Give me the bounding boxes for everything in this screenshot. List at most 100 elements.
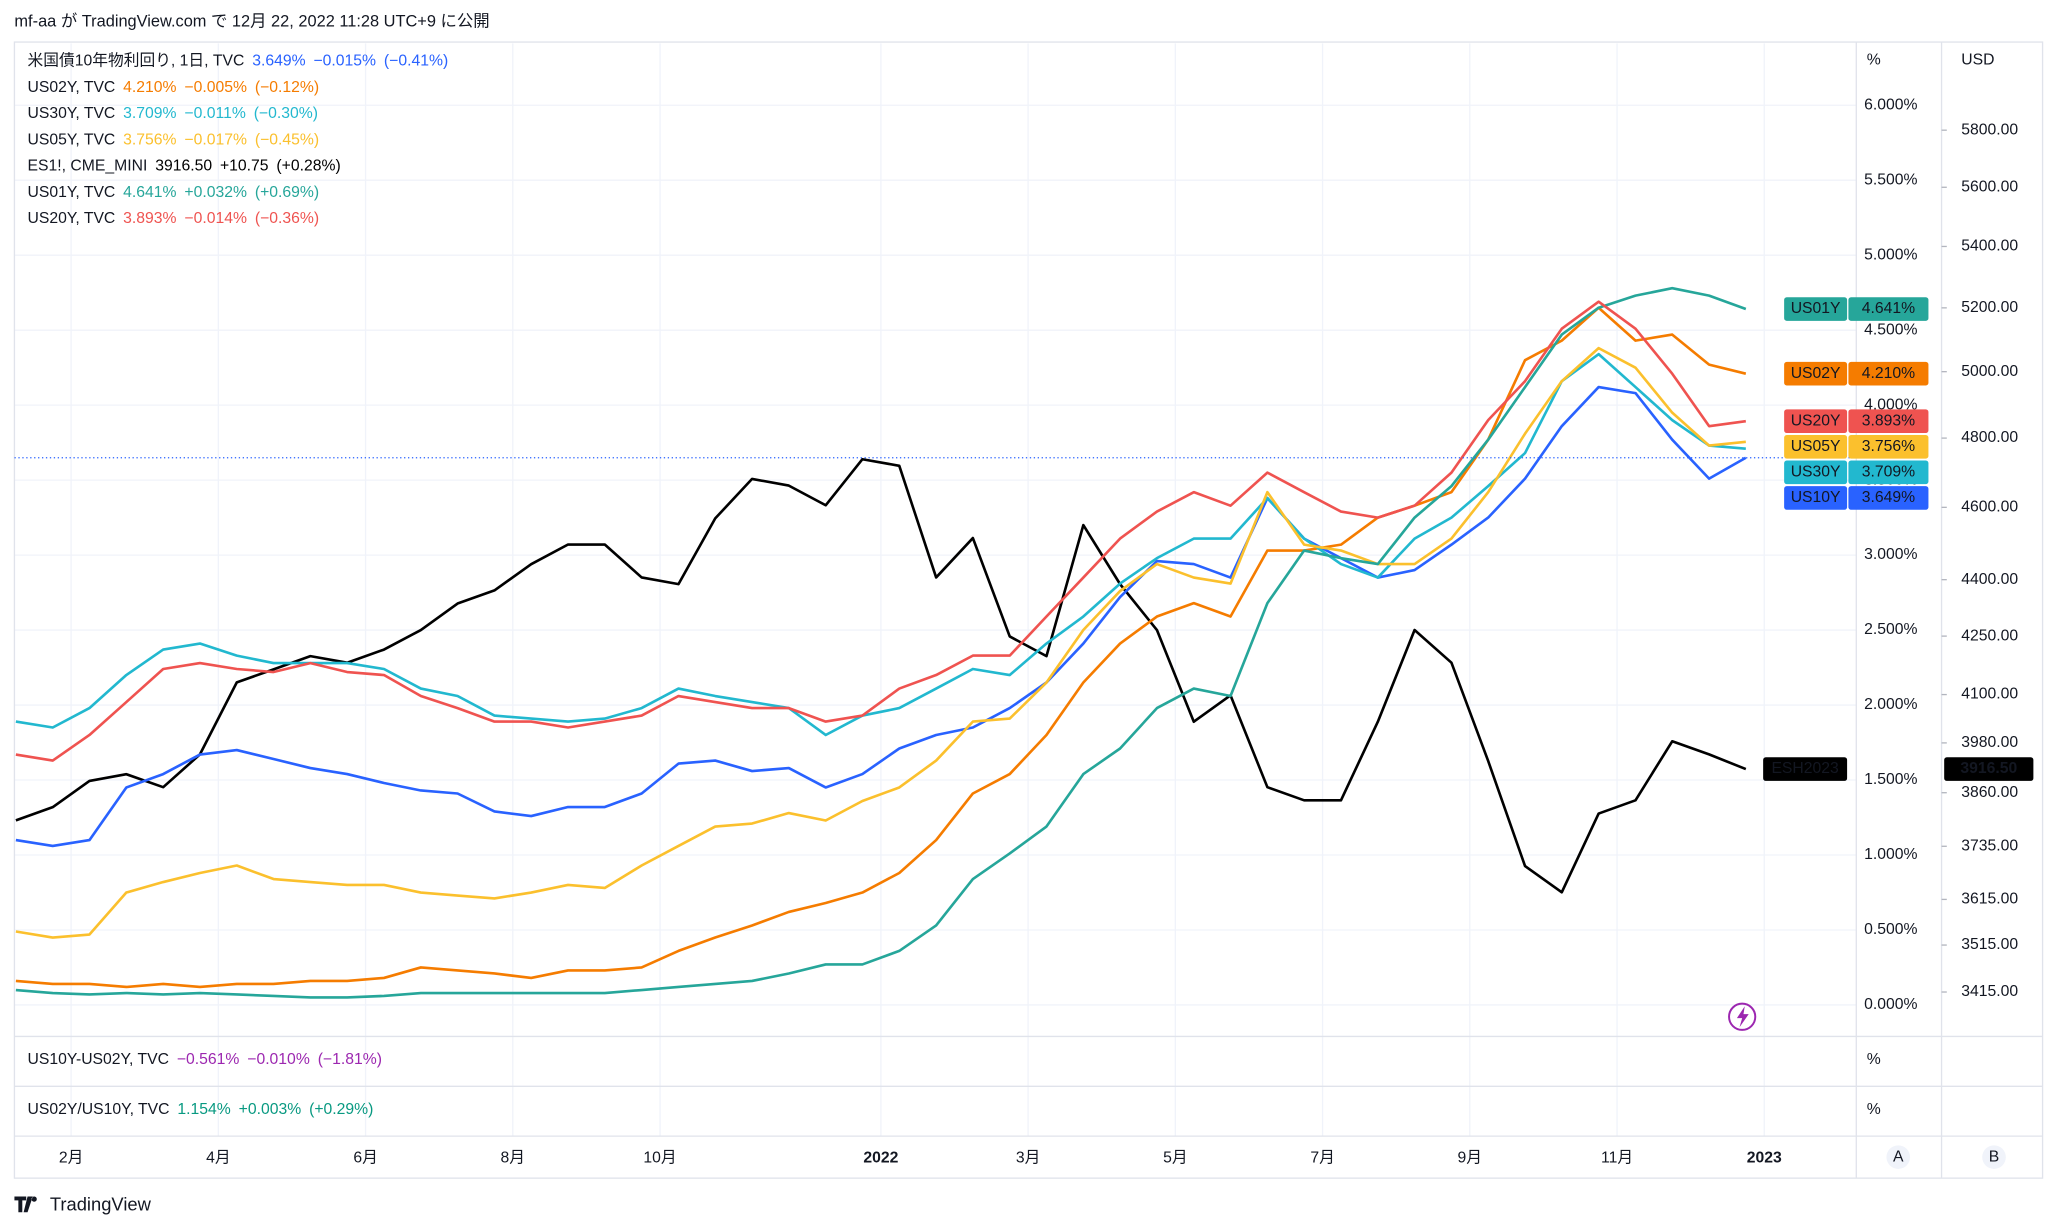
plot-area [14,286,1857,999]
legend-last-label: 3.709% [123,105,176,122]
pane-axis-label: % [1867,1101,1881,1118]
price-tag-name: US02Y [1791,365,1841,382]
legend-name: US01Y, TVC [28,184,116,201]
x-tick-label: 2023 [1747,1150,1782,1167]
y-tick-label: 0.500% [1864,921,1917,938]
legend-name: US30Y, TVC [28,105,116,122]
series-line [15,346,1746,939]
price-tag-name: US01Y [1791,300,1841,317]
price-tag-name-box [1784,486,1848,510]
x-tick-label: 2月 [59,1150,84,1167]
legend-change-pct: (−0.30%) [254,105,318,122]
pane-value: −0.561% [177,1051,240,1068]
price-tag-value: 3.756% [1862,438,1915,455]
legend-last-label: 3916.50 [155,158,212,175]
price-tag-name: US05Y [1791,438,1841,455]
legend-name: US20Y, TVC [28,210,116,227]
legend-last-label: 4.210% [123,79,176,96]
scale-button-label: A [1893,1148,1904,1165]
y2-axis-label: USD [1961,52,1994,69]
grid [14,43,1857,1137]
x-tick-label: 11月 [1601,1150,1633,1167]
price-tag-value: 3.709% [1862,464,1915,481]
x-tick-label: 3月 [1016,1150,1040,1167]
price-tag-name: US30Y [1791,464,1841,481]
footer-brand: TradingView [50,1194,152,1215]
legend-name: 米国債10年物利回り, 1日, TVC [28,52,245,70]
y2-tick-label: 5400.00 [1961,238,2018,255]
legend-last-label: 3.893% [123,210,176,227]
series-line [15,300,1747,762]
chart-frame [13,41,2044,1179]
y2-tick-label: 4800.00 [1961,429,2018,446]
x-tick-label: 5月 [1163,1150,1187,1167]
legend-change-pct: (+0.69%) [255,184,319,201]
pane-value: −0.010% [247,1051,310,1068]
scale-button-label: B [1989,1148,2000,1165]
legend-change: −0.011% [184,105,245,122]
y-axis-label: % [1867,52,1881,69]
x-tick-label: 10月 [643,1150,676,1167]
legend-entry: US05Y, TVC 3.756% −0.017% (−0.45%) [28,132,320,149]
price-tag-value-box [1848,297,1929,321]
price-tag-name-box [1784,409,1848,433]
scale-button[interactable] [1886,1145,1911,1169]
price-tag-name-box [1784,297,1848,321]
legend-entry: US01Y, TVC 4.641% +0.032% (+0.69%) [28,184,320,201]
y2-tick-label: 5600.00 [1961,178,2018,195]
price-tag-value-box [1944,757,2034,781]
price-tag-value-box [1848,460,1929,485]
y2-tick-label: 5800.00 [1961,121,2018,138]
y-tick-label: 1.000% [1864,846,1917,863]
legend-change: +10.75 [220,158,269,175]
legend-change-pct: (+0.28%) [276,158,340,175]
legend-entry: 米国債10年物利回り, 1日, TVC 3.649% −0.015% (−0.41%) [28,52,449,70]
pane-title: US10Y-US02Y, TVC [28,1051,169,1068]
price-tag-value-box [1848,486,1929,510]
y-tick-label: 3.000% [1864,546,1917,563]
series-line [15,286,1747,999]
legend-name: US05Y, TVC [28,132,116,149]
y2-tick-label: 4600.00 [1961,498,2018,515]
legend-change-pct: (−0.41%) [384,53,448,70]
legend-change: −0.005% [184,79,247,96]
pane-value: (−1.81%) [318,1051,382,1068]
series-line [15,457,1747,894]
y2-tick-label: 3515.00 [1961,936,2018,953]
y-tick-label: 4.000% [1864,396,1917,413]
pane-value: +0.003% [239,1101,302,1118]
x-tick-label: 9月 [1458,1150,1483,1167]
legend-change-pct: (−0.45%) [255,132,319,149]
series-line [15,306,1747,989]
legend-entry: ES1!, CME_MINI 3916.50 +10.75 (+0.28%) [28,158,341,175]
price-tag-name-box [1763,757,1848,781]
series-line [15,352,1746,737]
series-line [15,385,1747,848]
price-tag-name-box [1784,434,1848,459]
legend-name: US02Y, TVC [28,79,116,96]
y-tick-label: 5.000% [1864,246,1917,263]
price-tag-value: 3.649% [1862,489,1915,506]
y-tick-label: 1.500% [1864,771,1917,788]
y-tick-label: 6.000% [1864,96,1917,113]
alert-icon[interactable] [1728,1002,1757,1031]
y2-tick-label: 3980.00 [1961,734,2018,751]
pane-value: (+0.29%) [309,1101,373,1118]
price-tag-value-box [1848,361,1929,386]
y2-tick-label: 5200.00 [1961,299,2018,316]
price-tag-value: 3.893% [1862,412,1915,429]
pane-legend: US10Y-US02Y, TVC −0.561% −0.010% (−1.81%) [28,1051,382,1068]
alert-bolt [1736,1006,1749,1028]
y-tick-label: 2.500% [1864,621,1917,638]
logo-icon [14,1196,37,1213]
price-tag-value: 4.210% [1862,365,1915,382]
price-tag-name: US20Y [1791,412,1841,429]
scale-button[interactable] [1982,1145,2006,1169]
x-tick-label: 8月 [501,1150,526,1167]
legend-entry: US02Y, TVC 4.210% −0.005% (−0.12%) [28,79,320,96]
x-tick-label: 4月 [206,1150,230,1167]
legend-change: −0.017% [184,132,247,149]
legend-change-pct: (−0.12%) [255,79,319,96]
